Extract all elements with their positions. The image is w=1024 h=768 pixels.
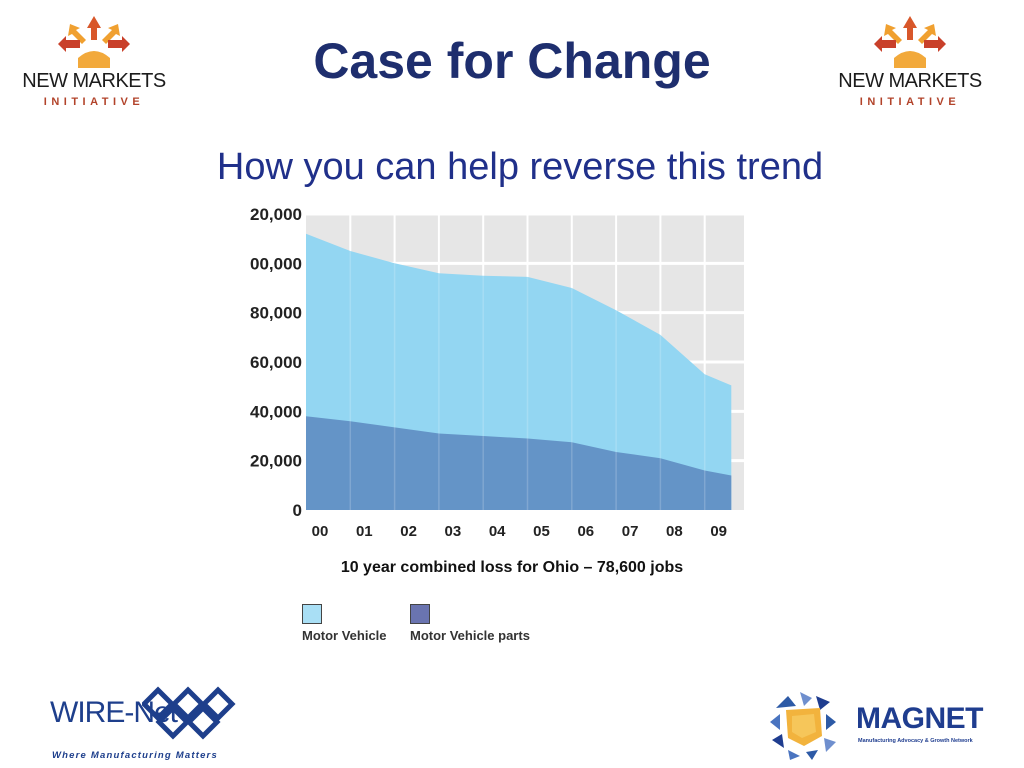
x-tick-label: 01	[356, 523, 373, 540]
slide-title: Case for Change	[313, 33, 711, 89]
magnet-logo: MAGNET Manufacturing Advocacy & Growth N…	[766, 688, 988, 762]
y-tick-label: 80,000	[250, 304, 302, 323]
y-tick-label: 20,000	[250, 452, 302, 471]
y-tick-label: 0	[293, 501, 302, 520]
wire-net-tagline: Where Manufacturing Matters	[52, 750, 218, 761]
new-markets-name: NEW MARKETS	[838, 70, 982, 92]
x-tick-label: 07	[622, 523, 639, 540]
new-markets-arrows-icon	[58, 16, 130, 68]
y-tick-label: 60,000	[250, 353, 302, 372]
legend-swatch-motor-vehicle-parts	[410, 604, 430, 624]
wire-net-name: WIRE-Net	[50, 696, 178, 729]
magnet-mosaic-icon	[770, 692, 836, 760]
wire-net-logo: WIRE-Net Where Manufacturing Matters	[44, 686, 244, 766]
x-tick-label: 00	[312, 523, 329, 540]
magnet-name: MAGNET	[856, 702, 984, 735]
new-markets-arrows-icon	[874, 16, 946, 68]
y-tick-label: 40,000	[250, 402, 302, 421]
wire-net-diamonds-icon	[142, 686, 236, 740]
x-tick-label: 03	[445, 523, 462, 540]
x-tick-label: 06	[577, 523, 594, 540]
new-markets-logo-right: NEW MARKETS INITIATIVE	[826, 14, 994, 114]
new-markets-subtitle: INITIATIVE	[859, 96, 961, 108]
legend-label-motor-vehicle-parts: Motor Vehicle parts	[410, 628, 530, 643]
new-markets-subtitle: INITIATIVE	[43, 96, 145, 108]
y-tick-label: 120,000	[250, 205, 302, 224]
x-tick-label: 02	[400, 523, 417, 540]
new-markets-logo-left: NEW MARKETS INITIATIVE	[10, 14, 178, 114]
x-tick-label: 09	[710, 523, 727, 540]
legend-swatch-motor-vehicle	[302, 604, 322, 624]
employment-area-chart: 0 20,000 40,000 60,000 80,000 100,000 120,000 0…	[250, 205, 744, 540]
new-markets-name: NEW MARKETS	[22, 70, 166, 92]
slide-subtitle: How you can help reverse this trend	[216, 146, 824, 188]
legend-label-motor-vehicle: Motor Vehicle	[302, 628, 387, 643]
chart-caption: 10 year combined loss for Ohio – 78,600 …	[340, 559, 684, 576]
x-tick-label: 08	[666, 523, 683, 540]
x-tick-label: 04	[489, 523, 506, 540]
series-area-motor-vehicle-parts	[306, 416, 732, 510]
y-tick-label: 100,000	[250, 254, 302, 273]
x-tick-label: 05	[533, 523, 550, 540]
magnet-tagline: Manufacturing Advocacy & Growth Network	[858, 738, 973, 744]
